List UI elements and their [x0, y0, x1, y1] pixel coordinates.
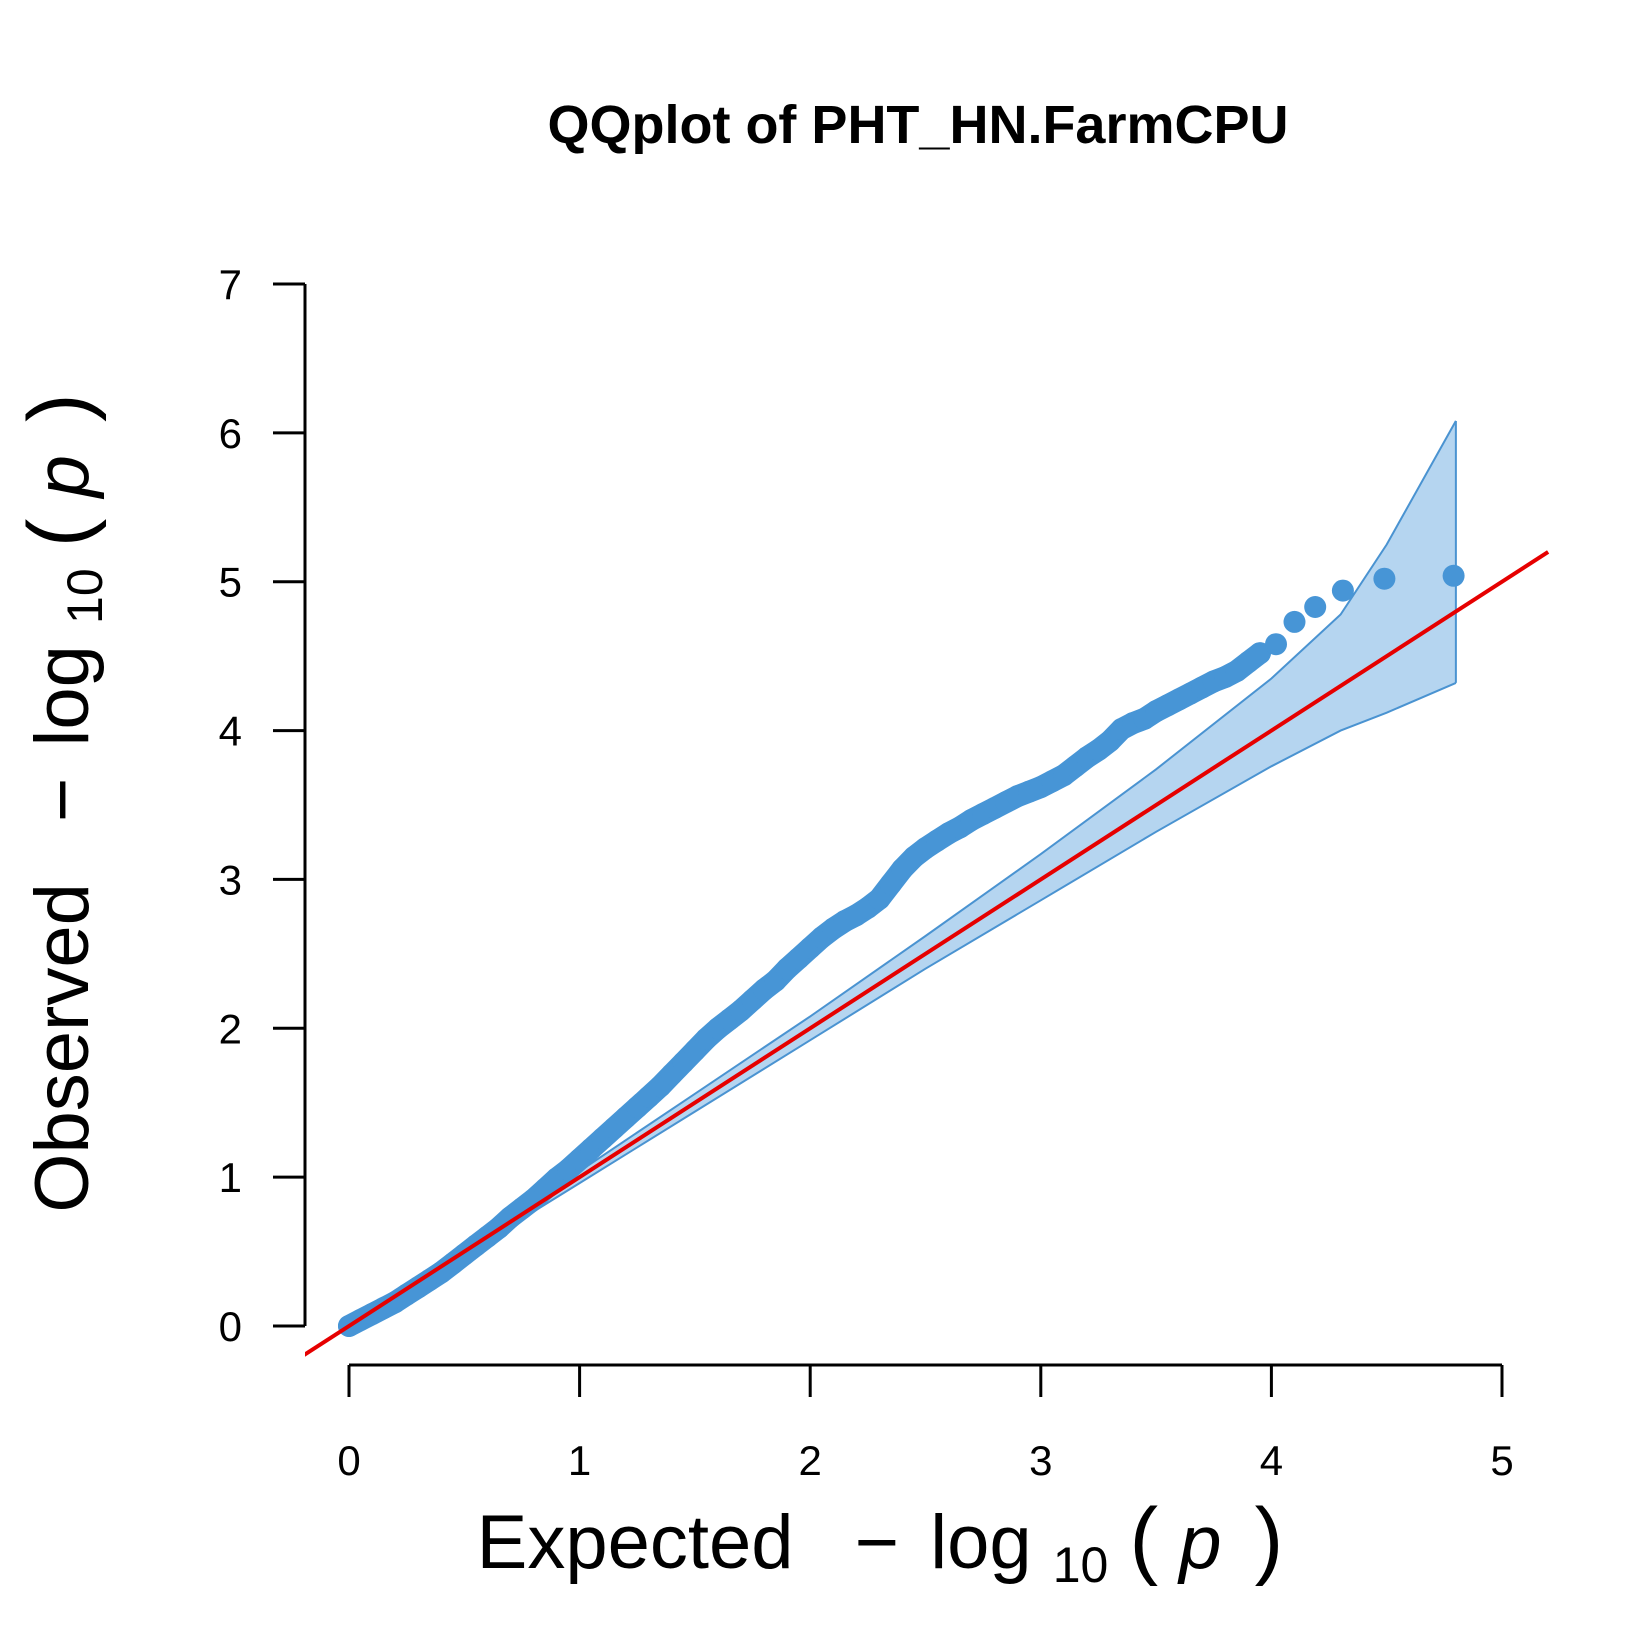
confidence-band-upper: [463, 420, 1457, 1250]
x-tick-label: 0: [337, 1437, 360, 1484]
y-axis: 0 1 2 3 4 5 6 7: [219, 261, 307, 1350]
y-axis-title-prefix: Observed: [20, 883, 105, 1213]
x-axis-title-open: (: [1130, 1491, 1159, 1587]
y-tick-label: 7: [219, 261, 242, 308]
x-axis-title-prefix: Expected: [477, 1500, 794, 1585]
x-axis-title-var: p: [1177, 1500, 1221, 1585]
data-point: [868, 887, 891, 910]
data-point: [1248, 642, 1271, 665]
y-axis-title-sub: 10: [57, 568, 113, 624]
x-tick-label: 2: [799, 1437, 822, 1484]
x-axis-title-sub: 10: [1053, 1537, 1109, 1593]
data-point: [1283, 610, 1306, 633]
x-tick-label: 3: [1029, 1437, 1052, 1484]
data-point: [1331, 579, 1354, 602]
y-axis-title-minus: −: [20, 778, 105, 822]
x-tick-label: 5: [1490, 1437, 1513, 1484]
y-tick-label: 4: [219, 708, 242, 755]
y-axis-title-func: log: [20, 645, 105, 746]
y-tick-label: 1: [219, 1154, 242, 1201]
y-axis-title-close: ): [11, 393, 107, 422]
data-point: [1265, 633, 1287, 656]
x-axis-title-minus: −: [855, 1500, 899, 1585]
observed-points-trail: [338, 642, 1271, 1337]
x-tick-label: 4: [1260, 1437, 1283, 1484]
y-axis-title-open: (: [11, 518, 107, 547]
x-axis-title-close: ): [1255, 1491, 1284, 1587]
plot-clipped-group: [305, 420, 1550, 1357]
y-tick-label: 6: [219, 410, 242, 457]
plot-area: [305, 420, 1550, 1357]
y-tick-label: 0: [219, 1303, 242, 1350]
data-point: [1442, 564, 1465, 587]
y-tick-label: 2: [219, 1005, 242, 1052]
x-axis-title-func: log: [930, 1500, 1031, 1585]
x-tick-label: 1: [568, 1437, 591, 1484]
y-tick-label: 3: [219, 856, 242, 903]
data-point: [1373, 567, 1396, 590]
x-axis: 0 1 2 3 4 5: [337, 1363, 1514, 1484]
data-point: [1304, 596, 1327, 618]
confidence-band-lower: [463, 681, 1457, 1256]
reference-line: [305, 550, 1550, 1357]
y-tick-label: 5: [219, 559, 242, 606]
chart-title: QQplot of PHT_HN.FarmCPU: [547, 95, 1288, 155]
y-axis-title: Observed − log 10 ( p ): [11, 393, 119, 1212]
y-axis-title-var: p: [20, 455, 105, 499]
x-axis-title: Expected − log 10 ( p ): [477, 1491, 1284, 1599]
data-point: [879, 872, 902, 895]
